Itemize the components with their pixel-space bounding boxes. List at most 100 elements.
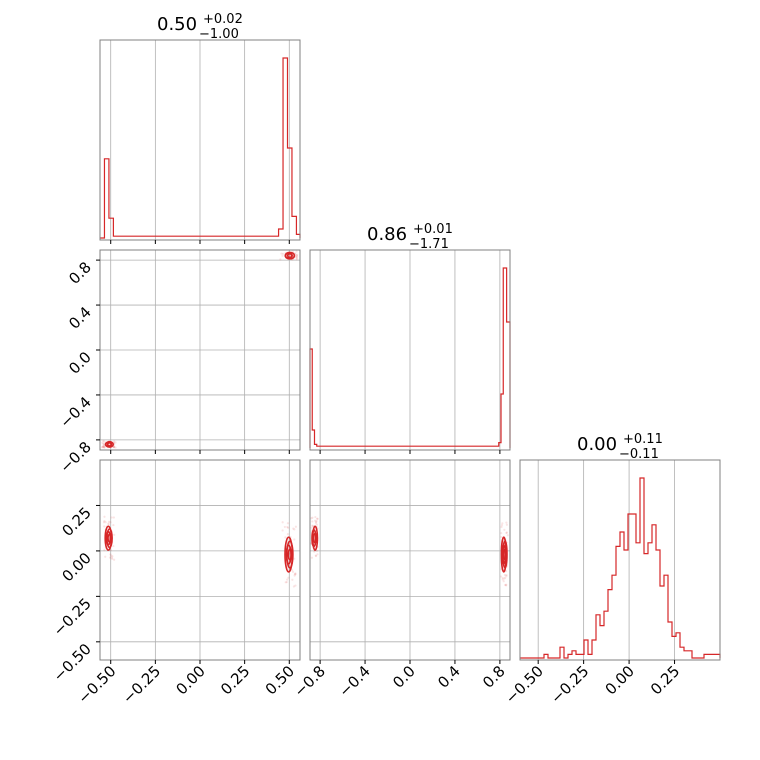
panel-3-1-blob-0-point-38 [107, 520, 111, 523]
panel-2-1-blob-1-point-26 [101, 445, 105, 448]
panel-3-1-blob-1-point-32 [286, 532, 289, 536]
panel-2-1-blob-0-point-12 [295, 256, 298, 259]
panel-3-1-blob-0-point-26 [103, 519, 106, 523]
panel-2-1-blob-0-contour-3 [284, 251, 296, 260]
panel-3-1-blob-1-point-3 [294, 525, 297, 528]
panel-2-1-blob-1-point-19 [101, 446, 104, 449]
panel-3-2-blob-1-point-22 [501, 576, 504, 580]
panel-3-2-blob-1-point-20 [500, 532, 503, 535]
xtick-label-param-2-0: −0.8 [290, 662, 328, 700]
panel-2-1-blob-0-point-22 [289, 254, 292, 257]
panel-3-2-blob-1-point-35 [505, 574, 508, 578]
panel-3-2-blob-0-point-11 [314, 519, 317, 522]
panel-3-2-blob-1-point-13 [499, 575, 503, 578]
hist-param-3-step [520, 477, 721, 659]
panel-3-2-blob-0-contour-3 [311, 525, 319, 551]
panel-3-1-blob-0-point-27 [103, 515, 106, 518]
panel-2-1-blob-0-point-14 [295, 258, 298, 261]
panel-2-1-blob-1-point-18 [102, 443, 105, 446]
panel-3-2-blob-1-point-9 [500, 525, 503, 529]
xtick-label-param-2-3: 0.4 [434, 662, 464, 692]
panel-2-1-blob-0-point-36 [296, 253, 299, 256]
xtick-label-param-3-2: 0.00 [602, 662, 638, 698]
panel-2-1-blob-1-point-22 [103, 446, 106, 449]
data-layer [100, 57, 721, 659]
panel-2-1-blob-1-point-8 [112, 445, 116, 449]
panel-3-1-blob-0-point-4 [109, 553, 112, 556]
panel-3-2-blob-1-point-25 [501, 578, 504, 581]
panel-2-1-blob-1-point-33 [114, 446, 117, 449]
panel-3-2-blob-0-point-36 [310, 517, 313, 520]
xtick-label-param-2-4: 0.8 [479, 662, 509, 692]
panel-3-2-blob-1-point-36 [500, 535, 503, 539]
tick-layer: −0.50 −0.25 0.00 0.25 0.50−0.8 −0.4 0.0 0.4 0.8−… [50, 240, 683, 707]
panel-3-1-blob-1-point-10 [294, 573, 297, 576]
panel-3-1-blob-0-point-35 [103, 525, 106, 528]
panel-3-1-blob-1-point-5 [281, 521, 284, 524]
panel-2-1-blob-1-point-30 [102, 444, 106, 447]
grid-layer [100, 40, 675, 660]
title-param-3-plus: +0.11 [623, 432, 663, 447]
panel-3-2-blob-0-point-17 [316, 517, 319, 520]
panel-2-1-blob-0-point-17 [281, 252, 285, 255]
panel-2-1-blob-1-point-29 [102, 446, 105, 449]
panel-2-1-blob-1-point-11 [101, 441, 104, 444]
panel-3-1-blob-1-point-26 [293, 573, 296, 576]
panel-3-1-blob-1-point-17 [292, 585, 296, 588]
panel-3-2-blob-0-point-32 [311, 516, 314, 519]
panel-3-2-blob-0-point-30 [316, 553, 319, 556]
panel-3-1-blob-1-point-16 [291, 578, 294, 581]
panel-3-1-group [102, 515, 297, 588]
panel-3-1-blob-0-point-29 [104, 521, 107, 524]
panel-3-1-blob-1-point-0 [283, 525, 286, 529]
title-param-1-value: 0.50 [157, 14, 197, 35]
xtick-label-param-1-0: −0.50 [74, 662, 119, 707]
row-3-ytick-label-2: −0.25 [50, 594, 95, 639]
xtick-label-param-2-1: −0.4 [335, 662, 373, 700]
panel-3-2-blob-1-contour-4 [500, 536, 507, 573]
xtick-label-param-2-2: 0.0 [389, 662, 419, 692]
title-param-2-plus: +0.01 [413, 222, 453, 237]
panel-3-1-blob-0-point-21 [112, 544, 115, 548]
diag-3-frame [519, 459, 721, 661]
panel-3-1-blob-1-point-22 [290, 569, 294, 572]
xtick-label-param-1-1: −0.25 [119, 662, 164, 707]
panel-3-2-blob-1-point-16 [502, 580, 505, 583]
panel-3-2-blob-0-point-20 [315, 519, 318, 523]
panel-3-2-blob-0-point-14 [311, 524, 314, 528]
xtick-label-param-1-2: 0.00 [172, 662, 208, 698]
panel-3-1-blob-0-point-32 [113, 533, 116, 536]
panel-3-2-blob-0-point-6 [315, 520, 318, 524]
panel-3-2-blob-0-point-25 [315, 523, 319, 526]
panel-3-1-blob-1-point-6 [287, 526, 290, 529]
title-param-1-plus: +0.02 [203, 12, 243, 27]
panel-3-2-blob-1-point-37 [501, 522, 504, 525]
xtick-label-param-3-3: 0.25 [647, 662, 683, 698]
panel-3-2-blob-0-point-1 [311, 524, 314, 527]
panel-2-1-blob-0-point-24 [295, 250, 298, 253]
panel-3-1-blob-1-point-24 [284, 536, 287, 539]
panel-3-2-blob-1-point-12 [500, 524, 503, 527]
panel-3-2-blob-1-point-38 [503, 573, 507, 577]
panel-3-2-blob-1-point-1 [504, 583, 507, 587]
panel-3-1-blob-0-point-8 [110, 556, 113, 559]
panel-3-2-blob-0-point-29 [310, 526, 313, 529]
xtick-label-param-3-0: −0.50 [502, 662, 547, 707]
title-param-3-minus: −0.11 [619, 447, 659, 462]
panel-3-1-blob-1-point-21 [286, 578, 289, 581]
panel-2-1-blob-0-point-21 [280, 252, 283, 255]
panel-3-1-blob-1-point-29 [293, 557, 296, 560]
panel-3-1-blob-0-point-10 [107, 522, 110, 525]
panel-3-1-blob-1-contour-4 [284, 536, 294, 573]
panel-3-1-blob-1-point-34 [293, 574, 296, 577]
title-param-2-value: 0.86 [367, 224, 407, 245]
xtick-label-param-1-4: 0.50 [262, 662, 298, 698]
panel-2-1-blob-0-point-32 [295, 254, 298, 257]
panel-3-1-blob-1-point-7 [284, 581, 287, 584]
panel-3-2-blob-0-point-24 [314, 554, 318, 558]
hist-param-1-step [100, 57, 301, 239]
panel-3-2-blob-1-point-29 [505, 584, 508, 587]
row-3-ytick-label-1: 0.00 [58, 549, 94, 585]
panel-2-1-blob-1-contour-3 [105, 440, 115, 448]
